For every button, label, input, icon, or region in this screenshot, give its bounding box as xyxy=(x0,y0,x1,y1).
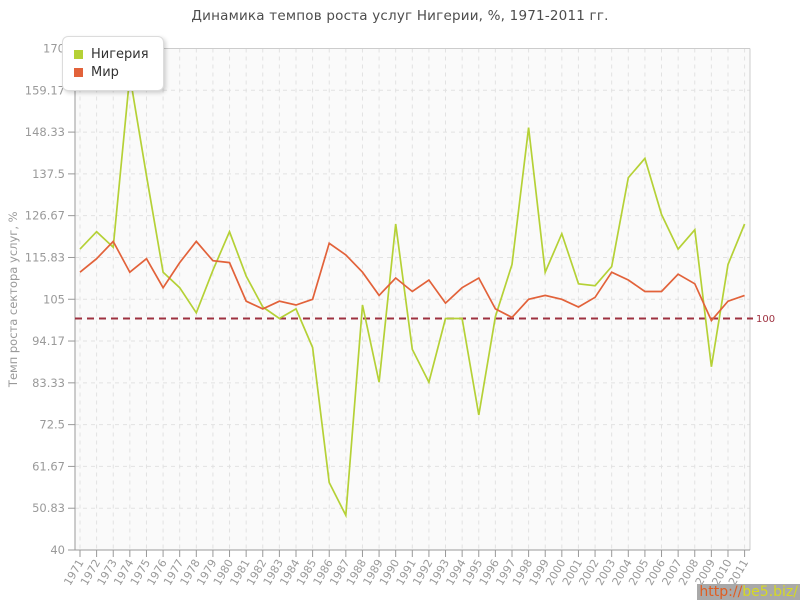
watermark-link[interactable]: http://be5.biz/ xyxy=(697,584,800,600)
y-tick-label: 72.5 xyxy=(39,418,65,432)
y-tick-label: 61.67 xyxy=(32,459,65,473)
reference-line-label: 100 xyxy=(756,314,775,325)
y-tick-label: 40 xyxy=(50,543,65,557)
legend-item-nigeria: Нигерия xyxy=(74,47,149,62)
y-tick-label: 115.83 xyxy=(25,250,65,264)
legend-swatch-nigeria xyxy=(74,50,83,59)
chart-title: Динамика темпов роста услуг Нигерии, %, … xyxy=(191,8,609,24)
y-tick-label: 83.33 xyxy=(32,376,65,390)
y-tick-label: 137.5 xyxy=(32,167,65,181)
legend-label-nigeria: Нигерия xyxy=(91,47,149,62)
watermark-domain: be5.biz/ xyxy=(742,584,798,600)
legend: Нигерия Мир xyxy=(62,36,164,91)
y-tick-label: 94.17 xyxy=(32,334,65,348)
series-line-world xyxy=(79,239,745,323)
series-line-nigeria xyxy=(79,75,746,519)
legend-item-world: Мир xyxy=(74,65,149,80)
y-tick-label: 50.83 xyxy=(32,501,65,515)
y-tick-label: 105 xyxy=(43,292,65,306)
legend-swatch-world xyxy=(74,68,83,77)
y-tick-label: 170 xyxy=(43,42,65,56)
y-tick-label: 126.67 xyxy=(25,209,65,223)
legend-label-world: Мир xyxy=(91,65,119,80)
watermark-prefix: http:// xyxy=(699,584,743,600)
y-tick-label: 159.17 xyxy=(25,83,65,97)
y-axis-title: Темп роста сектора услуг, % xyxy=(6,211,20,388)
y-tick-label: 148.33 xyxy=(25,125,65,139)
